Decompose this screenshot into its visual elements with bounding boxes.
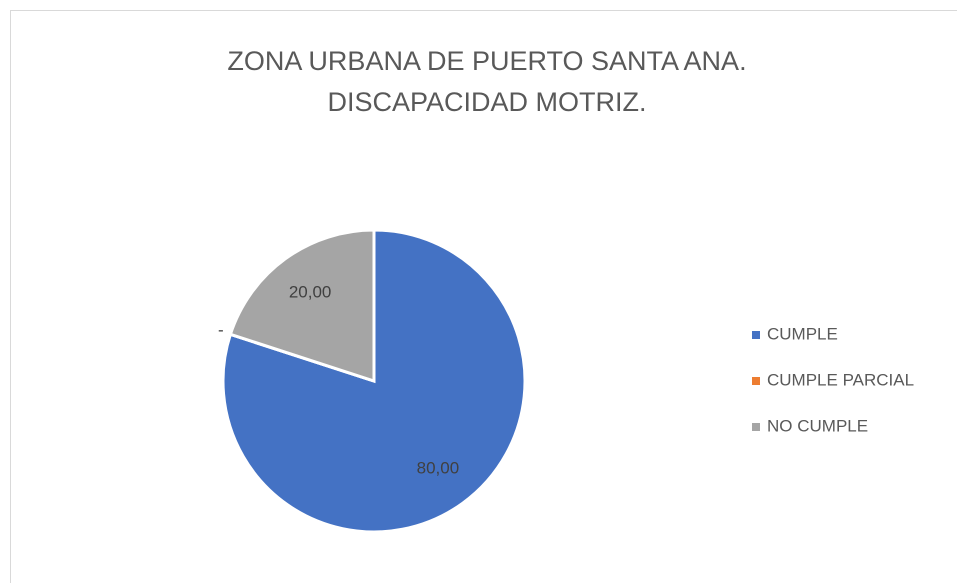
data-label: 20,00	[289, 283, 332, 302]
data-label: -	[218, 321, 224, 340]
legend-label: CUMPLE PARCIAL	[767, 370, 914, 389]
legend-swatch	[752, 423, 760, 431]
chart-title: DISCAPACIDAD MOTRIZ.	[327, 87, 646, 117]
legend-swatch	[752, 331, 760, 339]
chart-title: ZONA URBANA DE PUERTO SANTA ANA.	[227, 46, 746, 76]
legend-label: NO CUMPLE	[767, 416, 868, 435]
pie-slice	[228, 228, 376, 384]
legend-swatch	[752, 377, 760, 385]
legend-label: CUMPLE	[767, 324, 838, 343]
data-label: 80,00	[417, 458, 460, 477]
